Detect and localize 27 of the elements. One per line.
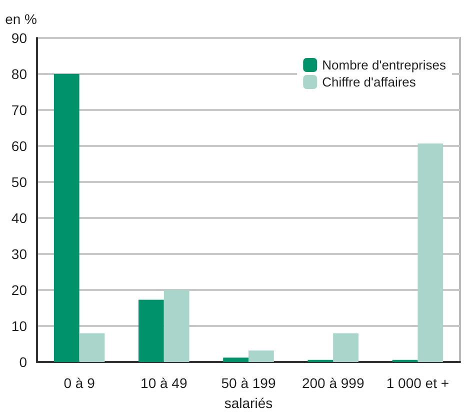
y-axis-title: en % — [5, 11, 37, 27]
x-tick-label: 50 à 199 — [221, 375, 276, 391]
bar — [164, 290, 190, 362]
legend-label: Chiffre d'affaires — [322, 74, 416, 90]
bar — [138, 300, 164, 362]
x-tick-label: 200 à 999 — [302, 375, 364, 391]
y-tick-label: 30 — [11, 246, 28, 262]
x-axis-title: salariés — [224, 395, 273, 411]
y-tick-label: 40 — [11, 210, 28, 226]
bar — [54, 74, 80, 362]
y-tick-label: 50 — [11, 174, 28, 190]
y-tick-label: 80 — [11, 66, 28, 82]
bar — [333, 333, 358, 362]
bar — [248, 350, 274, 362]
x-tick-label: 1 000 et + — [386, 375, 450, 391]
y-tick-label: 90 — [11, 30, 28, 46]
y-tick-label: 20 — [11, 282, 28, 298]
y-tick-label: 70 — [11, 102, 28, 118]
y-tick-label: 60 — [11, 138, 28, 154]
y-tick-label: 10 — [11, 318, 28, 334]
y-tick-label: 0 — [19, 354, 28, 370]
x-tick-label: 10 à 49 — [140, 375, 188, 391]
bar — [79, 333, 105, 362]
x-tick-label: 0 à 9 — [64, 375, 96, 391]
bar — [418, 143, 444, 362]
bar — [223, 358, 248, 362]
legend-label: Nombre d'entreprises — [322, 58, 446, 72]
